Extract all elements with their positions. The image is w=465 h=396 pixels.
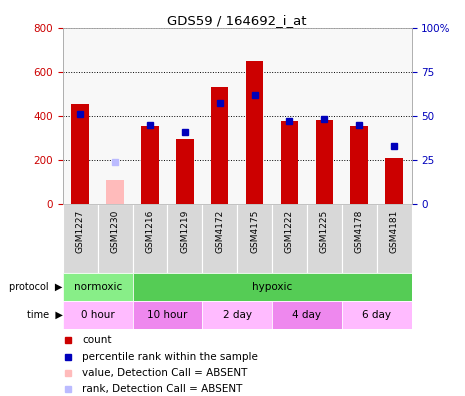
Text: GSM1227: GSM1227 bbox=[76, 209, 85, 253]
Bar bbox=[141, 126, 159, 204]
Text: hypoxic: hypoxic bbox=[252, 282, 292, 292]
Bar bbox=[351, 126, 368, 204]
Bar bbox=[167, 204, 202, 273]
Bar bbox=[316, 120, 333, 204]
Text: 10 hour: 10 hour bbox=[147, 310, 187, 320]
Text: 6 day: 6 day bbox=[362, 310, 391, 320]
Bar bbox=[98, 204, 133, 273]
Text: 2 day: 2 day bbox=[223, 310, 252, 320]
Bar bbox=[202, 301, 272, 329]
Text: GSM4178: GSM4178 bbox=[355, 209, 364, 253]
Bar bbox=[342, 204, 377, 273]
Bar bbox=[176, 139, 193, 204]
Text: GSM1225: GSM1225 bbox=[320, 209, 329, 253]
Text: GSM4181: GSM4181 bbox=[390, 209, 399, 253]
Bar bbox=[377, 204, 412, 273]
Bar bbox=[272, 301, 342, 329]
Bar bbox=[211, 87, 228, 204]
Text: GSM4172: GSM4172 bbox=[215, 209, 224, 253]
Text: value, Detection Call = ABSENT: value, Detection Call = ABSENT bbox=[82, 368, 247, 378]
Text: 0 hour: 0 hour bbox=[81, 310, 114, 320]
Bar bbox=[281, 121, 298, 204]
Bar bbox=[63, 301, 133, 329]
Text: rank, Detection Call = ABSENT: rank, Detection Call = ABSENT bbox=[82, 385, 242, 394]
Text: GSM1219: GSM1219 bbox=[180, 209, 189, 253]
Bar bbox=[307, 204, 342, 273]
Bar bbox=[63, 273, 133, 301]
Title: GDS59 / 164692_i_at: GDS59 / 164692_i_at bbox=[167, 13, 307, 27]
Bar bbox=[133, 204, 167, 273]
Text: GSM1222: GSM1222 bbox=[285, 209, 294, 253]
Bar bbox=[237, 204, 272, 273]
Bar bbox=[133, 273, 412, 301]
Text: time  ▶: time ▶ bbox=[27, 310, 62, 320]
Text: normoxic: normoxic bbox=[73, 282, 122, 292]
Bar bbox=[133, 301, 202, 329]
Text: percentile rank within the sample: percentile rank within the sample bbox=[82, 352, 258, 362]
Bar bbox=[272, 204, 307, 273]
Text: GSM1230: GSM1230 bbox=[111, 209, 120, 253]
Text: count: count bbox=[82, 335, 112, 345]
Text: GSM4175: GSM4175 bbox=[250, 209, 259, 253]
Bar bbox=[385, 158, 403, 204]
Bar bbox=[246, 61, 263, 204]
Text: GSM1216: GSM1216 bbox=[146, 209, 154, 253]
Text: 4 day: 4 day bbox=[292, 310, 321, 320]
Bar bbox=[202, 204, 237, 273]
Bar bbox=[106, 180, 124, 204]
Text: protocol  ▶: protocol ▶ bbox=[9, 282, 62, 292]
Bar bbox=[63, 204, 98, 273]
Bar bbox=[72, 104, 89, 204]
Bar bbox=[342, 301, 412, 329]
